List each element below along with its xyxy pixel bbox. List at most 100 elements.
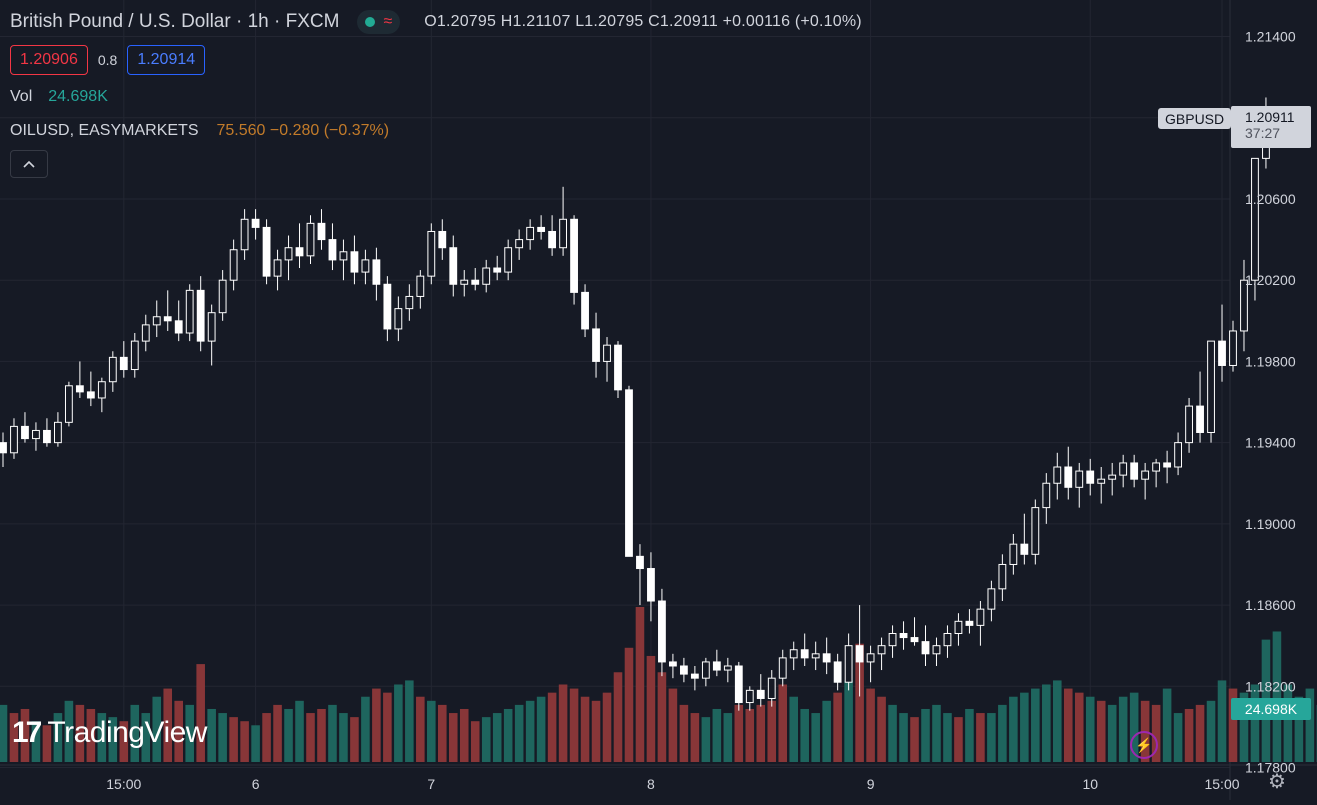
volume-bar: [526, 701, 535, 762]
delay-wave-icon: ≈: [383, 14, 392, 30]
volume-bar: [1251, 685, 1260, 763]
tradingview-watermark: 17 TradingView: [12, 716, 207, 750]
candle-body: [746, 690, 753, 702]
volume-bar: [504, 709, 513, 762]
volume-bar: [427, 701, 436, 762]
candle-body: [582, 292, 589, 329]
volume-bar: [1042, 685, 1051, 763]
price-tick-label: 1.18600: [1245, 597, 1296, 613]
volume-bar: [943, 713, 952, 762]
volume-bar: [713, 709, 722, 762]
volume-bar: [987, 713, 996, 762]
candle-body: [538, 227, 545, 231]
candle-body: [142, 325, 149, 341]
candle-body: [1142, 471, 1149, 479]
volume-bar: [647, 656, 656, 762]
volume-legend[interactable]: Vol 24.698K: [10, 86, 862, 108]
candle-body: [1065, 467, 1072, 487]
volume-bar: [965, 709, 974, 762]
last-price-label: 1.20911 37:27: [1231, 106, 1311, 148]
volume-bar: [1020, 693, 1029, 762]
volume-bar: [251, 725, 260, 762]
volume-bar: [328, 705, 337, 762]
volume-bar: [756, 705, 765, 762]
volume-bar: [625, 648, 634, 762]
volume-bar: [603, 693, 612, 762]
buy-button[interactable]: 1.20914: [127, 45, 205, 75]
candle-body: [527, 227, 534, 239]
candle-body: [1186, 406, 1193, 443]
collapse-legend-button[interactable]: [10, 150, 48, 178]
market-status-pill[interactable]: ≈: [357, 10, 400, 34]
candle-body: [230, 250, 237, 280]
candle-body: [87, 392, 94, 398]
price-tick-label: 1.20200: [1245, 272, 1296, 288]
candle-body: [109, 357, 116, 381]
overlay-legend[interactable]: OILUSD, EASYMARKETS 75.560 −0.280 (−0.37…: [10, 120, 862, 142]
candle-body: [571, 219, 578, 292]
candle-body: [11, 426, 18, 452]
price-tick-label: 1.19400: [1245, 435, 1296, 451]
candle-body: [801, 650, 808, 658]
price-tick-label: 1.21400: [1245, 29, 1296, 45]
sell-button[interactable]: 1.20906: [10, 45, 88, 75]
volume-bar: [1075, 693, 1084, 762]
candle-body: [1098, 479, 1105, 483]
candle-body: [626, 390, 633, 556]
candle-body: [33, 430, 40, 438]
candle-body: [505, 248, 512, 272]
candle-body: [307, 223, 314, 255]
candle-body: [252, 219, 259, 227]
price-tick-label: 1.18200: [1245, 678, 1296, 694]
time-tick-label: 10: [1082, 776, 1098, 792]
candle-body: [175, 321, 182, 333]
candle-body: [164, 317, 171, 321]
volume-bar: [471, 721, 480, 762]
candle-body: [757, 690, 764, 698]
volume-bar: [778, 685, 787, 763]
symbol-title[interactable]: British Pound / U.S. Dollar · 1h · FXCM: [10, 11, 339, 33]
volume-bar: [559, 685, 568, 763]
volume-bar: [383, 693, 392, 762]
volume-label: Vol: [10, 88, 32, 106]
volume-bar: [614, 672, 623, 762]
candle-body: [98, 382, 105, 398]
volume-bar: [1031, 689, 1040, 762]
price-tick-label: 1.19800: [1245, 353, 1296, 369]
candle-body: [702, 662, 709, 678]
volume-bar: [1053, 680, 1062, 762]
volume-bar: [438, 705, 447, 762]
volume-value: 24.698K: [48, 88, 108, 106]
volume-bar: [1218, 680, 1227, 762]
time-tick-label: 9: [867, 776, 875, 792]
volume-bar: [811, 713, 820, 762]
time-tick-label: 6: [252, 776, 260, 792]
last-price-value: 1.20911: [1245, 109, 1311, 125]
volume-bar: [537, 697, 546, 762]
candle-body: [911, 638, 918, 642]
volume-bar: [1064, 689, 1073, 762]
volume-bar: [350, 717, 359, 762]
volume-bar: [998, 705, 1007, 762]
spread-value: 0.8: [98, 52, 117, 68]
volume-bar: [306, 713, 315, 762]
candle-body: [933, 646, 940, 654]
volume-bar: [1108, 705, 1117, 762]
candle-body: [856, 646, 863, 662]
candle-body: [329, 240, 336, 260]
candle-body: [549, 231, 556, 247]
candle-body: [812, 654, 819, 658]
candle-body: [615, 345, 622, 390]
lightning-icon[interactable]: ⚡: [1130, 731, 1158, 759]
gear-icon[interactable]: ⚙: [1266, 771, 1288, 793]
candle-body: [889, 634, 896, 646]
candle-body: [768, 678, 775, 698]
candle-body: [1197, 406, 1204, 432]
time-tick-label: 7: [427, 776, 435, 792]
volume-bar: [317, 709, 326, 762]
volume-bar: [822, 701, 831, 762]
volume-bar: [592, 701, 601, 762]
candle-body: [648, 569, 655, 601]
candle-body: [274, 260, 281, 276]
